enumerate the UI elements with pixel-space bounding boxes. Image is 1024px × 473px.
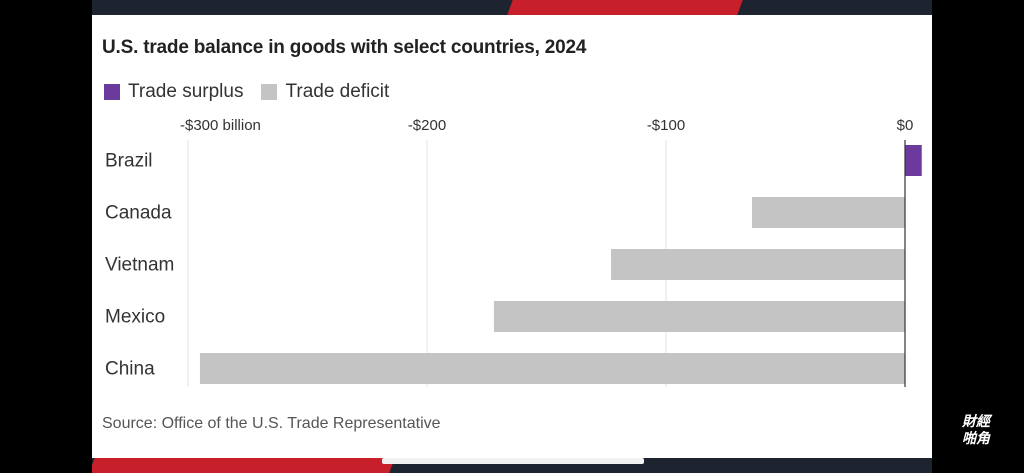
x-tick-label: -$200	[408, 117, 446, 134]
bottom-banner	[92, 458, 932, 473]
watermark-line1: 財經	[962, 413, 990, 429]
bar-china	[199, 353, 905, 384]
bar-brazil	[905, 145, 922, 176]
watermark-logo: 財經 啪角	[962, 413, 990, 447]
legend-deficit-label: Trade deficit	[285, 81, 390, 102]
chart-title: U.S. trade balance in goods with select …	[102, 37, 587, 58]
home-indicator	[382, 458, 644, 464]
top-banner	[92, 0, 932, 15]
legend-surplus: Trade surplus	[104, 81, 243, 103]
top-banner-accent	[507, 0, 743, 15]
bar-vietnam	[611, 249, 905, 280]
bar-mexico	[493, 301, 905, 332]
legend: Trade surplus Trade deficit	[104, 81, 407, 103]
legend-deficit: Trade deficit	[261, 81, 389, 103]
legend-surplus-swatch	[104, 84, 120, 100]
category-label: China	[105, 359, 155, 380]
legend-surplus-label: Trade surplus	[128, 81, 244, 102]
bottom-banner-accent	[92, 458, 395, 473]
category-label: Mexico	[105, 307, 165, 328]
category-label: Vietnam	[105, 255, 174, 276]
x-tick-label: $0	[897, 117, 914, 134]
source-note: Source: Office of the U.S. Trade Represe…	[102, 415, 441, 432]
legend-deficit-swatch	[261, 84, 278, 100]
category-label: Canada	[105, 203, 172, 224]
bar-chart: -$300 billion -$200 -$100 $0 Brazil Canada Vie…	[105, 117, 922, 387]
x-tick-label: -$100	[647, 117, 685, 134]
category-label: Brazil	[105, 151, 153, 172]
watermark-line2: 啪角	[962, 430, 990, 446]
bar-canada	[752, 197, 905, 228]
x-tick-label: -$300 billion	[180, 117, 261, 134]
chart-card: U.S. trade balance in goods with select …	[92, 15, 932, 458]
